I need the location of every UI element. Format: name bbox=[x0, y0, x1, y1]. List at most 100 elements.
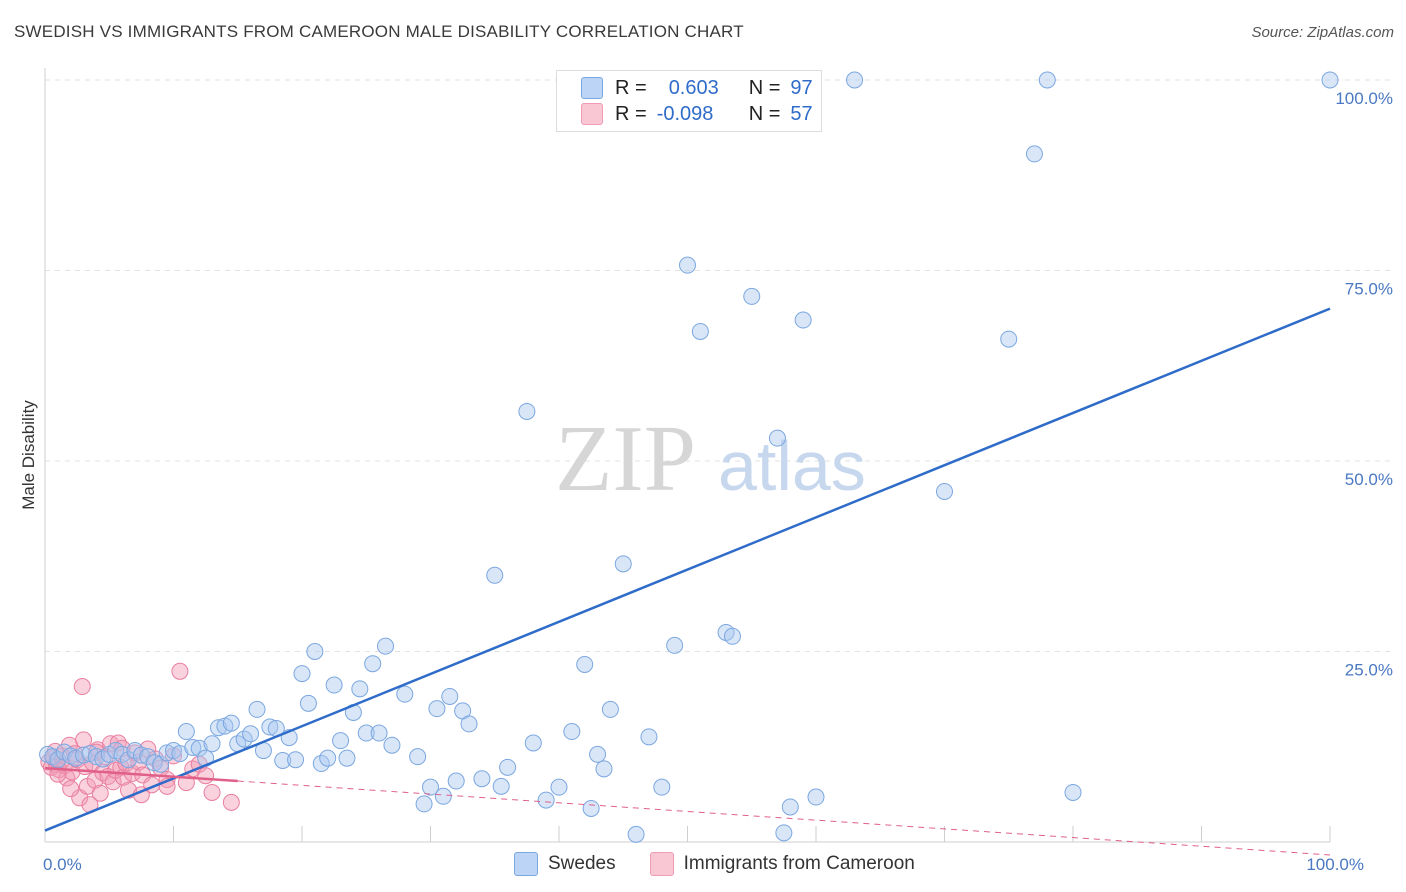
data-point bbox=[768, 429, 786, 447]
data-point bbox=[1000, 330, 1018, 348]
data-point bbox=[377, 637, 395, 655]
cameroon-n-value: 57 bbox=[790, 102, 813, 125]
cameroon-r-label: R = bbox=[615, 102, 647, 125]
source-label: Source: ZipAtlas.com bbox=[1251, 24, 1394, 41]
watermark-zip: ZIP bbox=[555, 407, 696, 511]
data-point bbox=[87, 748, 105, 766]
series-legend: Swedes Immigrants from Cameroon bbox=[514, 852, 915, 876]
data-point bbox=[723, 627, 741, 645]
data-point bbox=[576, 655, 594, 673]
data-point bbox=[679, 256, 696, 274]
cameroon-r-value: -0.098 bbox=[656, 102, 714, 125]
data-point bbox=[139, 748, 157, 766]
data-point bbox=[460, 715, 478, 733]
data-point bbox=[203, 735, 221, 753]
data-point bbox=[743, 287, 761, 305]
data-point bbox=[422, 778, 439, 796]
data-point bbox=[177, 723, 195, 741]
data-point bbox=[1064, 783, 1082, 801]
x-tick-label: 100.0% bbox=[1306, 855, 1364, 874]
data-point bbox=[936, 482, 953, 500]
data-point bbox=[396, 685, 414, 703]
swedes-n-value: 97 bbox=[790, 76, 813, 99]
data-point bbox=[434, 787, 452, 805]
tick-labels: 25.0% 50.0% 75.0% 100.0% 0.0% 100.0% bbox=[43, 89, 1393, 874]
data-point bbox=[781, 798, 799, 816]
data-point bbox=[357, 724, 375, 742]
data-point bbox=[518, 402, 536, 420]
data-point bbox=[248, 700, 266, 718]
swedes-swatch bbox=[581, 77, 603, 99]
swedes-n-label: N = bbox=[748, 76, 781, 99]
data-point bbox=[582, 799, 600, 817]
watermark: ZIP atlas bbox=[555, 407, 866, 511]
data-point bbox=[775, 824, 793, 842]
swedes-r-value: 0.603 bbox=[668, 76, 719, 99]
cameroon-trend-line bbox=[44, 766, 238, 783]
data-point bbox=[171, 662, 189, 680]
watermark-atlas: atlas bbox=[718, 427, 866, 505]
data-point bbox=[627, 825, 645, 843]
data-point bbox=[589, 745, 607, 763]
data-point bbox=[486, 566, 504, 584]
data-point bbox=[653, 778, 671, 796]
data-point bbox=[190, 739, 208, 757]
data-point bbox=[595, 760, 613, 778]
data-point bbox=[209, 719, 227, 737]
data-point bbox=[1025, 145, 1043, 163]
cameroon-legend-swatch bbox=[649, 852, 674, 876]
swedes-r-label: R = bbox=[615, 76, 647, 99]
cameroon-trend-extension bbox=[237, 780, 1331, 856]
data-point bbox=[132, 746, 150, 764]
data-point bbox=[75, 731, 93, 749]
data-point bbox=[1038, 71, 1056, 89]
swedes-legend-swatch bbox=[514, 852, 538, 876]
data-point bbox=[75, 746, 93, 764]
data-point bbox=[794, 311, 812, 329]
data-point bbox=[222, 793, 240, 811]
data-point bbox=[222, 714, 240, 732]
cameroon-swatch bbox=[581, 103, 603, 125]
data-point bbox=[415, 795, 433, 813]
data-point bbox=[370, 724, 388, 742]
data-point bbox=[499, 758, 517, 776]
x-tick-label: 0.0% bbox=[43, 855, 82, 874]
data-point bbox=[274, 751, 292, 769]
data-point bbox=[293, 665, 311, 683]
data-point bbox=[846, 71, 864, 89]
data-point bbox=[87, 743, 105, 761]
legend-row-swedes: R = 0.603 N = 97 bbox=[581, 76, 813, 100]
y-axis-label: Male Disability bbox=[19, 400, 38, 510]
data-point bbox=[524, 734, 542, 752]
data-point bbox=[203, 783, 221, 801]
data-point bbox=[640, 728, 658, 746]
data-point bbox=[287, 751, 305, 769]
data-point bbox=[242, 725, 260, 743]
grid bbox=[45, 79, 1395, 652]
data-point bbox=[807, 788, 825, 806]
trend-lines bbox=[44, 307, 1331, 856]
data-point bbox=[409, 748, 427, 766]
data-point bbox=[537, 791, 555, 809]
swedes-trend-line bbox=[44, 307, 1331, 832]
data-point bbox=[441, 687, 459, 705]
data-point bbox=[601, 700, 619, 718]
data-point bbox=[383, 736, 401, 754]
legend-row-cameroon: R = -0.098 N = 57 bbox=[581, 102, 813, 126]
swedes-legend-label: Swedes bbox=[548, 853, 616, 874]
cameroon-legend-label: Immigrants from Cameroon bbox=[683, 853, 915, 874]
y-tick-label: 25.0% bbox=[1345, 661, 1393, 680]
data-point bbox=[325, 676, 343, 694]
data-point bbox=[158, 744, 176, 762]
data-point bbox=[306, 643, 324, 660]
data-point bbox=[563, 723, 581, 741]
data-point bbox=[428, 700, 446, 718]
data-point bbox=[120, 751, 138, 769]
cameroon-n-label: N = bbox=[748, 102, 781, 125]
data-point bbox=[299, 694, 317, 712]
data-point bbox=[130, 753, 148, 771]
data-point bbox=[691, 322, 709, 340]
data-point bbox=[197, 767, 215, 785]
correlation-legend: R = 0.603 N = 97 R = -0.098 N = 57 bbox=[556, 70, 822, 132]
